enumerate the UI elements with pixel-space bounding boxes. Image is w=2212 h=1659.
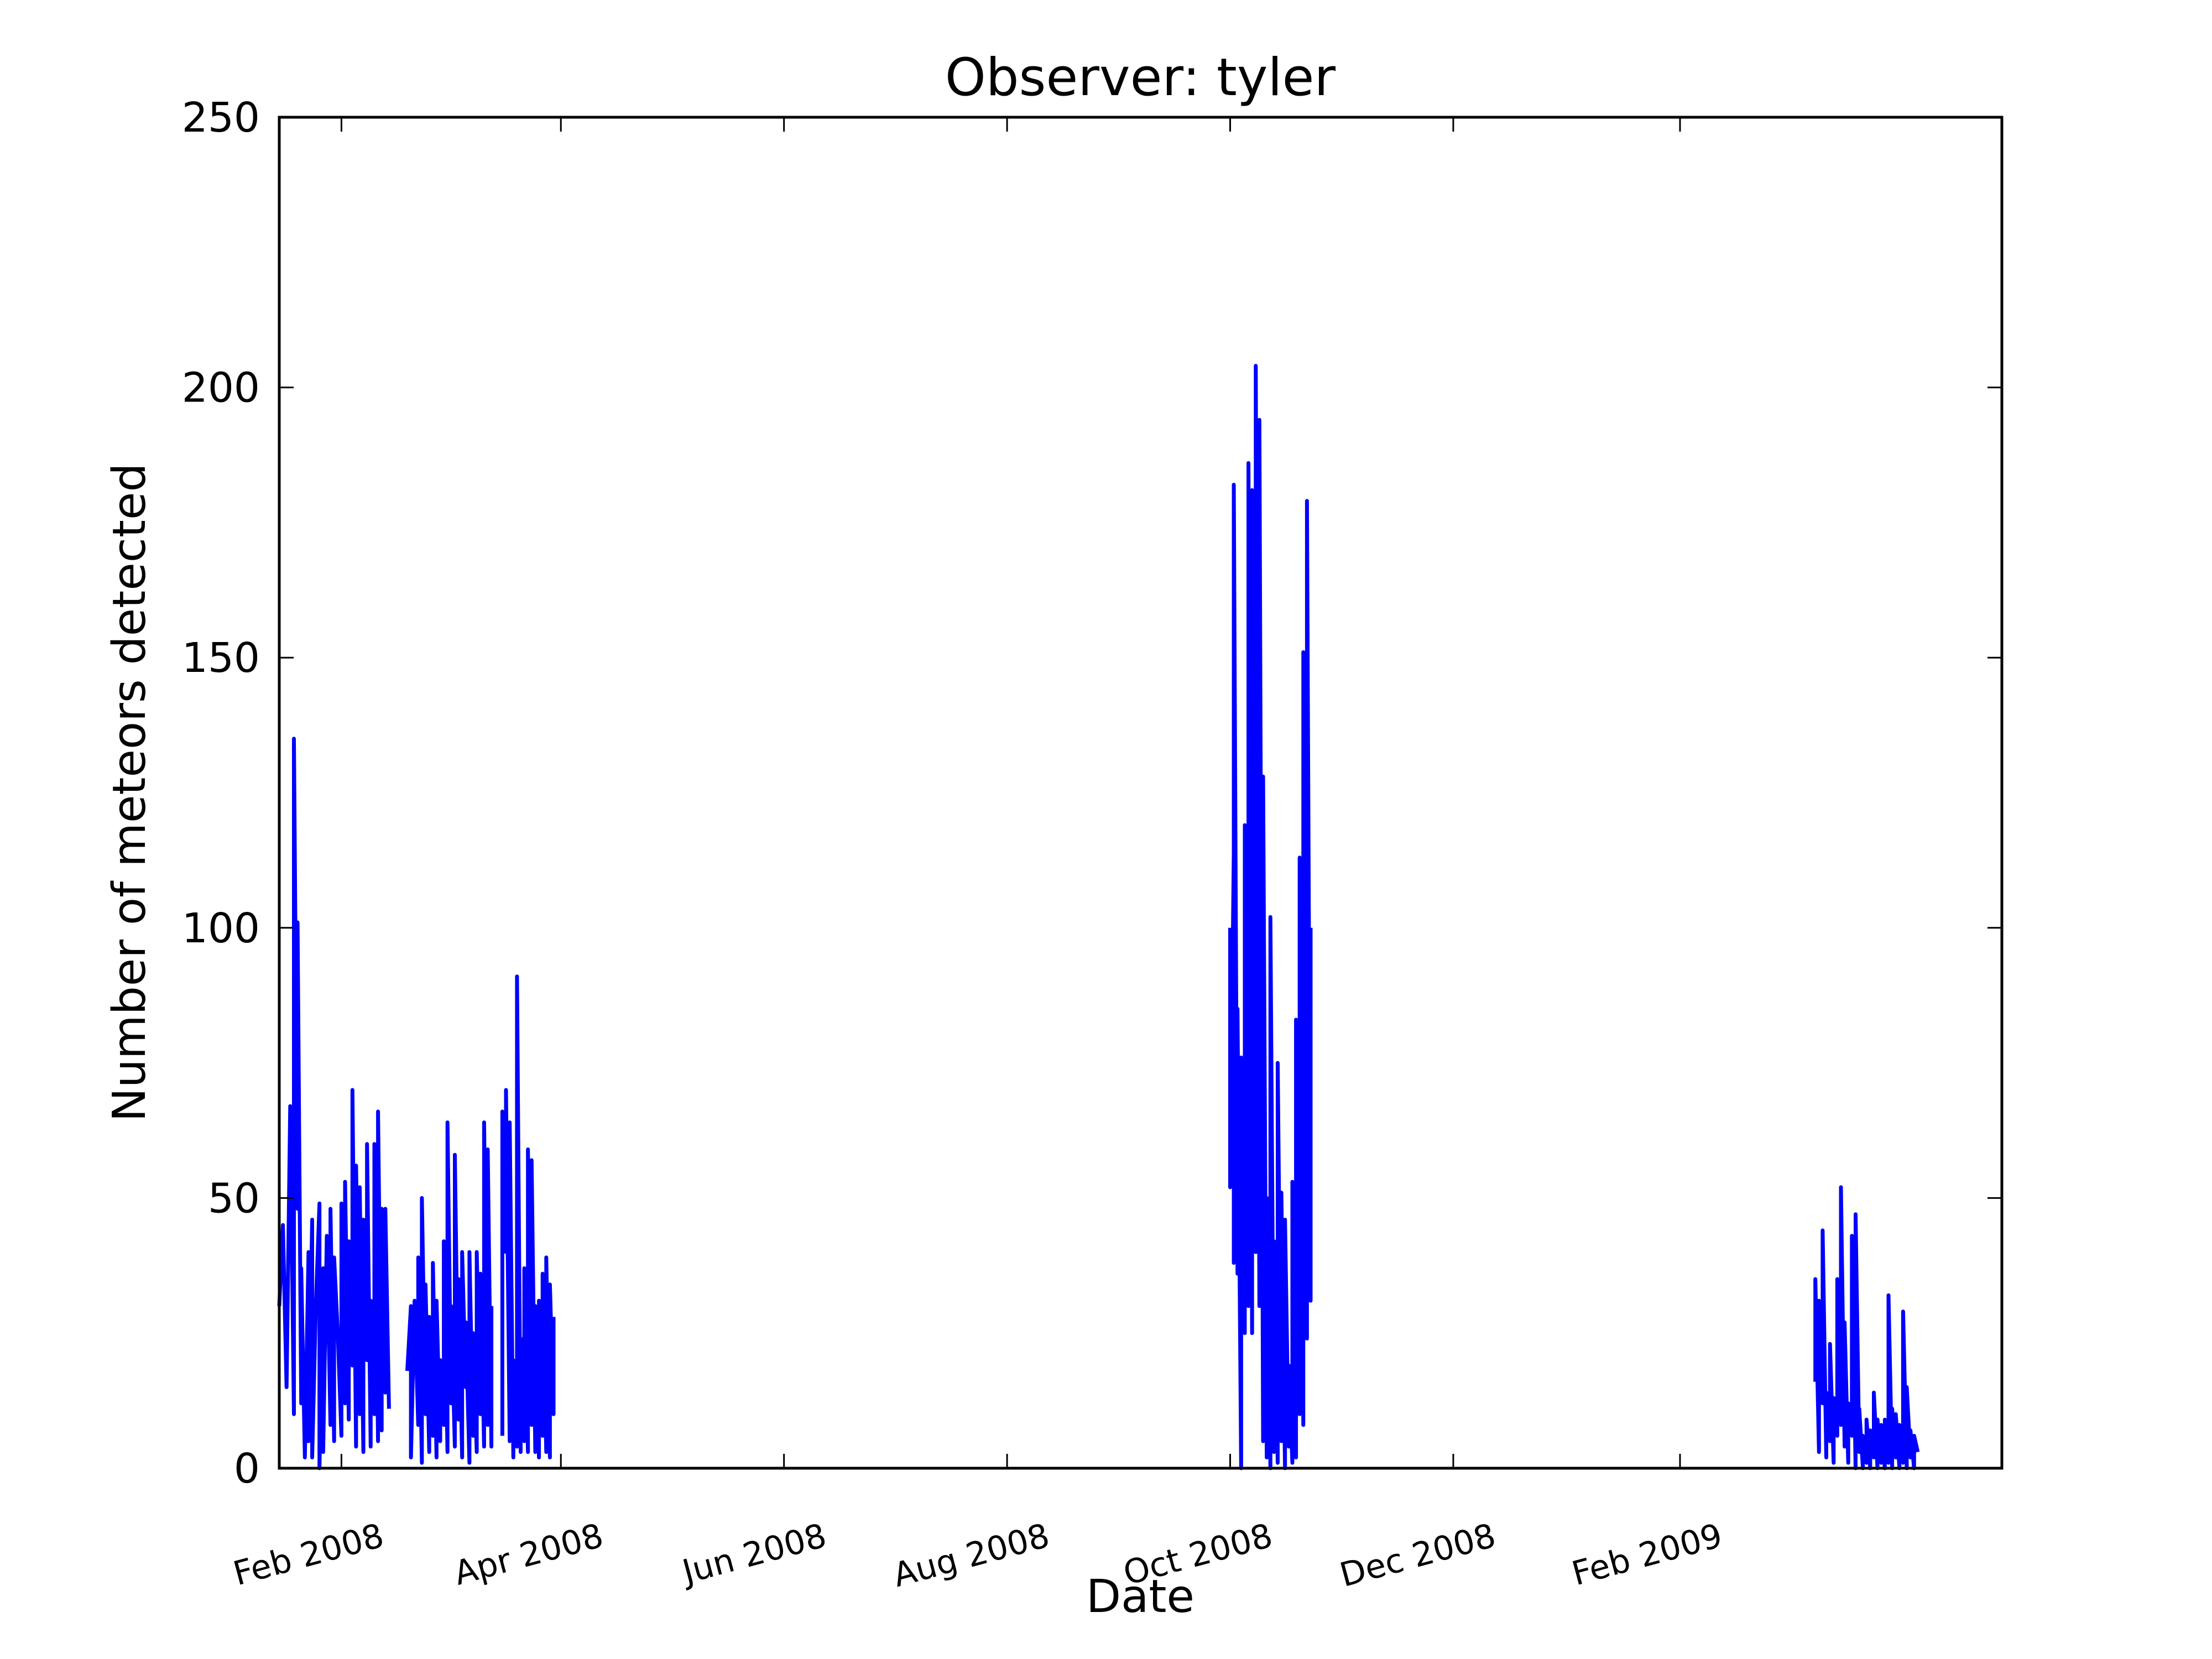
y-axis-label: Number of meteors detected (103, 463, 156, 1121)
series-line-segment (1813, 1185, 1920, 1470)
plot-frame (278, 116, 2004, 1470)
series-line-segment (500, 974, 556, 1459)
y-tick-label: 250 (182, 94, 260, 142)
y-tick-label: 50 (208, 1175, 260, 1222)
y-tick-label: 100 (182, 905, 260, 952)
series-line-segment (277, 737, 391, 1470)
x-axis-label: Date (1086, 1571, 1194, 1623)
chart-title: Observer: tyler (945, 48, 1336, 108)
series-line-segment (405, 1120, 494, 1465)
y-tick-label: 150 (182, 634, 260, 682)
plot-area (279, 117, 2002, 1468)
y-tick-label: 0 (234, 1445, 260, 1493)
y-tick-label: 200 (182, 364, 260, 412)
